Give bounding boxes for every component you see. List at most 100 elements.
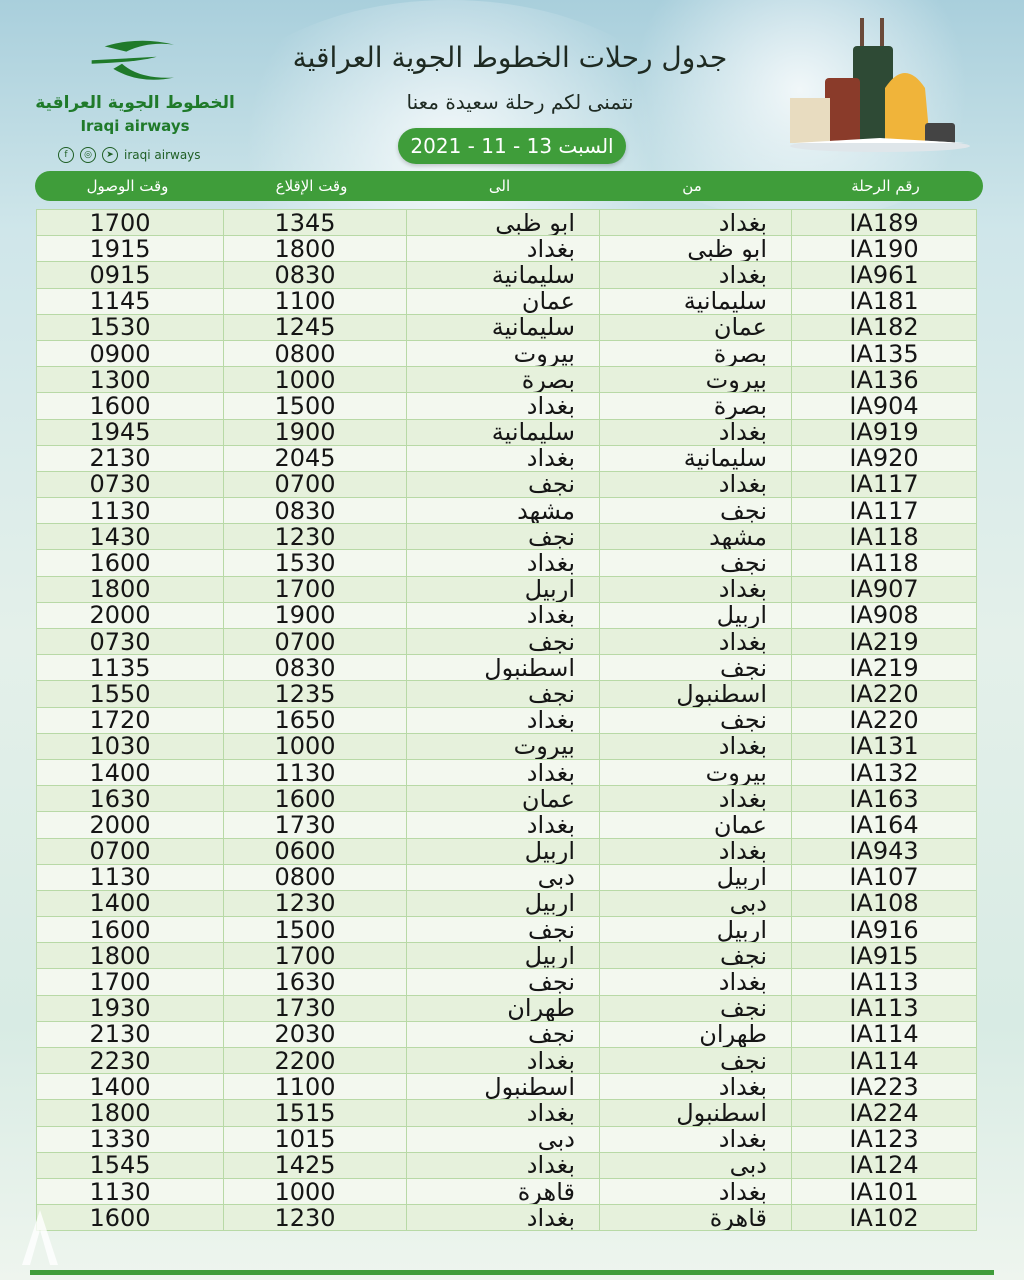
flight-number: IA117 bbox=[791, 497, 977, 525]
table-row: IA117 بغداد نجف 0700 0730 bbox=[36, 470, 977, 499]
arrival-time: 1145 bbox=[36, 287, 224, 315]
flight-number: IA219 bbox=[791, 627, 977, 656]
from-city: دبى bbox=[599, 889, 792, 918]
departure-time: 0830 bbox=[223, 261, 407, 289]
arrival-time: 1130 bbox=[36, 863, 224, 891]
table-row: IA919 بغداد سليمانية 1900 1945 bbox=[36, 418, 977, 446]
instagram-icon[interactable]: ◎ bbox=[80, 147, 96, 163]
arrival-time: 2230 bbox=[36, 1046, 224, 1075]
flight-number: IA920 bbox=[791, 444, 977, 472]
from-city: بغداد bbox=[599, 261, 792, 289]
from-city: نجف bbox=[599, 1046, 792, 1075]
departure-time: 1425 bbox=[223, 1151, 407, 1179]
arrival-time: 0700 bbox=[36, 837, 224, 865]
flight-number: IA114 bbox=[791, 1020, 977, 1049]
table-row: IA219 بغداد نجف 0700 0730 bbox=[36, 627, 977, 656]
table-row: IA114 نجف بغداد 2200 2230 bbox=[36, 1046, 977, 1075]
arrival-time: 2130 bbox=[36, 444, 224, 472]
departure-time: 1730 bbox=[223, 811, 407, 839]
table-row: IA190 ابو ظبى بغداد 1800 1915 bbox=[36, 235, 977, 263]
arrival-time: 1800 bbox=[36, 1099, 224, 1127]
arrival-time: 1430 bbox=[36, 523, 224, 551]
flight-number: IA182 bbox=[791, 313, 977, 341]
arrival-time: 2000 bbox=[36, 601, 224, 630]
facebook-icon[interactable]: f bbox=[58, 147, 74, 163]
from-city: بغداد bbox=[599, 208, 792, 237]
arrival-time: 1930 bbox=[36, 994, 224, 1022]
arrival-time: 1530 bbox=[36, 313, 224, 341]
flight-number: IA136 bbox=[791, 366, 977, 394]
from-city: نجف bbox=[599, 706, 792, 734]
to-city: نجف bbox=[406, 680, 600, 708]
flight-number: IA224 bbox=[791, 1099, 977, 1127]
from-city: بغداد bbox=[599, 732, 792, 760]
flight-number: IA220 bbox=[791, 680, 977, 708]
flight-number: IA220 bbox=[791, 706, 977, 734]
to-city: بغداد bbox=[406, 392, 600, 420]
to-city: اربيل bbox=[406, 889, 600, 918]
arrival-time: 1720 bbox=[36, 706, 224, 734]
departure-time: 0800 bbox=[223, 339, 407, 368]
to-city: بغداد bbox=[406, 1099, 600, 1127]
departure-time: 1100 bbox=[223, 1073, 407, 1101]
flight-number: IA189 bbox=[791, 208, 977, 237]
departure-time: 2030 bbox=[223, 1020, 407, 1049]
table-row: IA943 بغداد اربيل 0600 0700 bbox=[36, 837, 977, 865]
from-city: بصرة bbox=[599, 392, 792, 420]
arrival-time: 0730 bbox=[36, 470, 224, 499]
departure-time: 1515 bbox=[223, 1099, 407, 1127]
table-row: IA224 اسطنبول بغداد 1515 1800 bbox=[36, 1099, 977, 1127]
flight-number: IA908 bbox=[791, 601, 977, 630]
to-city: بغداد bbox=[406, 811, 600, 839]
flight-number: IA117 bbox=[791, 470, 977, 499]
table-row: IA131 بغداد بيروت 1000 1030 bbox=[36, 732, 977, 760]
from-city: اسطنبول bbox=[599, 680, 792, 708]
flight-number: IA132 bbox=[791, 758, 977, 787]
flight-number: IA108 bbox=[791, 889, 977, 918]
departure-time: 1650 bbox=[223, 706, 407, 734]
to-city: بغداد bbox=[406, 1046, 600, 1075]
logo-arabic-text: الخطوط الجوية العراقية bbox=[35, 93, 235, 113]
bird-logo-icon bbox=[91, 40, 174, 80]
flight-number: IA961 bbox=[791, 261, 977, 289]
departure-time: 1000 bbox=[223, 366, 407, 394]
to-city: بغداد bbox=[406, 549, 600, 577]
table-row: IA182 عمان سليمانية 1245 1530 bbox=[36, 313, 977, 341]
to-city: بغداد bbox=[406, 1151, 600, 1179]
from-city: بيروت bbox=[599, 758, 792, 787]
header-to: الى bbox=[488, 177, 511, 195]
arrival-time: 1915 bbox=[36, 235, 224, 263]
arrival-time: 2130 bbox=[36, 1020, 224, 1049]
table-row: IA908 اربيل بغداد 1900 2000 bbox=[36, 601, 977, 630]
flight-number: IA131 bbox=[791, 732, 977, 760]
to-city: اربيل bbox=[406, 942, 600, 970]
table-row: IA220 اسطنبول نجف 1235 1550 bbox=[36, 680, 977, 708]
flight-number: IA915 bbox=[791, 942, 977, 970]
table-row: IA961 بغداد سليمانية 0830 0915 bbox=[36, 261, 977, 289]
table-row: IA220 نجف بغداد 1650 1720 bbox=[36, 706, 977, 734]
departure-time: 1500 bbox=[223, 392, 407, 420]
flight-schedule-table: IA189 بغداد ابو ظبى 1345 1700 IA190 ابو ظبى بغد… bbox=[36, 208, 977, 1232]
social-handle: iraqi airways bbox=[124, 148, 201, 162]
table-row: IA907 بغداد اربيل 1700 1800 bbox=[36, 575, 977, 603]
to-city: بصرة bbox=[406, 366, 600, 394]
departure-time: 1130 bbox=[223, 758, 407, 787]
table-row: IA114 طهران نجف 2030 2130 bbox=[36, 1020, 977, 1049]
table-row: IA124 دبى بغداد 1425 1545 bbox=[36, 1151, 977, 1179]
departure-time: 1230 bbox=[223, 523, 407, 551]
flight-number: IA118 bbox=[791, 523, 977, 551]
telegram-icon[interactable]: ➤ bbox=[102, 147, 118, 163]
to-city: نجف bbox=[406, 627, 600, 656]
header-from: من bbox=[682, 177, 702, 195]
flight-number: IA102 bbox=[791, 1204, 977, 1232]
to-city: نجف bbox=[406, 968, 600, 996]
departure-time: 0830 bbox=[223, 497, 407, 525]
flight-number: IA904 bbox=[791, 392, 977, 420]
flight-number: IA181 bbox=[791, 287, 977, 315]
arrival-time: 1600 bbox=[36, 1204, 224, 1232]
to-city: اربيل bbox=[406, 837, 600, 865]
to-city: دبى bbox=[406, 1125, 600, 1153]
arrival-time: 1700 bbox=[36, 208, 224, 237]
flight-number: IA907 bbox=[791, 575, 977, 603]
arrival-time: 2000 bbox=[36, 811, 224, 839]
